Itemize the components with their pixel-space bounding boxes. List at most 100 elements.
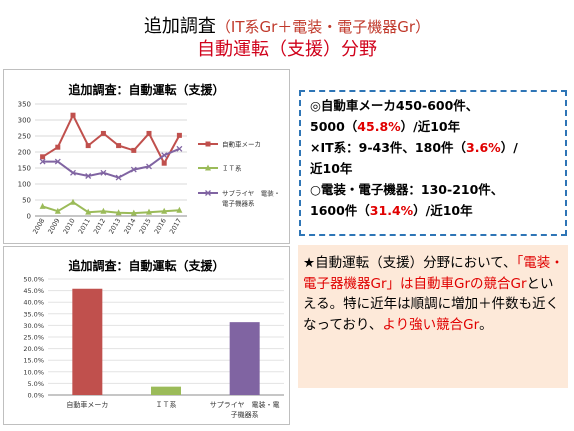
y-tick-label: 0 bbox=[27, 213, 31, 221]
legend-label: 電子機器系 bbox=[222, 199, 255, 208]
data-point bbox=[100, 169, 107, 176]
x-category-label: サプライヤ 電装・電 bbox=[210, 400, 280, 409]
data-point bbox=[115, 209, 122, 216]
series-line bbox=[42, 147, 180, 179]
legend-label: 自動車メーカ bbox=[222, 140, 261, 149]
data-point bbox=[54, 207, 61, 214]
conclusion-note: ★自動運転（支援）分野において、「電装・電子器機器Gr」は自動車Grの競合Grと… bbox=[298, 245, 568, 388]
bar bbox=[151, 386, 181, 395]
x-tick-label: 2012 bbox=[92, 217, 107, 235]
data-point bbox=[70, 169, 76, 176]
y-tick-label: 200 bbox=[18, 149, 31, 157]
y-tick-label: 10.0% bbox=[23, 368, 44, 376]
title-main: 追加調査 bbox=[143, 16, 216, 37]
summary-line-automaker-total: 5000（45.8%）/近10年 bbox=[310, 119, 461, 134]
y-tick-label: 40.0% bbox=[23, 299, 44, 307]
data-point bbox=[39, 202, 46, 209]
bar-chart: 0.0% 5.0% 10.0% 15.0% 20.0% 25.0% 30.0% 35.0% 40… bbox=[23, 276, 284, 419]
data-point bbox=[54, 158, 61, 165]
data-point bbox=[161, 152, 168, 159]
summary-line-automaker: ◎自動車メーカ450-600件、 bbox=[310, 98, 479, 113]
y-tick-label: 250 bbox=[18, 133, 31, 141]
data-point bbox=[146, 208, 152, 215]
x-category-label: ＩＴ系 bbox=[156, 400, 177, 409]
summary-box: ◎自動車メーカ450-600件、 5000（45.8%）/近10年 ×IT系：9… bbox=[299, 90, 567, 236]
summary-line-electronics: ○電装・電子機器：130-210件、 bbox=[310, 182, 504, 197]
legend-marker bbox=[205, 190, 211, 196]
data-point bbox=[70, 198, 76, 205]
x-tick-label: 2015 bbox=[138, 217, 153, 235]
x-tick-label: 2014 bbox=[122, 217, 137, 235]
x-category-label: 子機器系 bbox=[231, 410, 259, 419]
y-tick-label: 350 bbox=[18, 101, 31, 109]
y-tick-label: 15.0% bbox=[23, 357, 44, 365]
title-line-2: 自動運転（支援）分野 bbox=[197, 39, 377, 60]
line-chart-panel: 追加調査：自動運転（支援） 0 50 100 150 200 250 300 350 2008 2… bbox=[3, 69, 290, 244]
data-point bbox=[115, 174, 122, 181]
data-point bbox=[39, 158, 46, 165]
series-line bbox=[42, 112, 181, 166]
data-point bbox=[116, 143, 122, 149]
data-point bbox=[161, 160, 167, 166]
y-tick-label: 20.0% bbox=[23, 345, 44, 353]
data-point bbox=[85, 173, 92, 179]
data-point bbox=[85, 143, 91, 149]
legend-marker bbox=[205, 164, 211, 171]
conclusion-text: ★自動運転（支援）分野において、「電装・電子器機器Gr」は自動車Grの競合Grと… bbox=[303, 255, 564, 333]
y-tick-label: 300 bbox=[18, 117, 31, 125]
y-tick-label: 150 bbox=[18, 165, 31, 173]
data-point bbox=[100, 130, 106, 136]
x-tick-label: 2010 bbox=[62, 217, 77, 235]
series-line bbox=[42, 201, 180, 215]
data-point bbox=[146, 130, 152, 136]
summary-line-it-period: 近10年 bbox=[310, 161, 353, 176]
data-point bbox=[55, 144, 61, 150]
summary-line-it: ×IT系：9-43件、180件（3.6%）/ bbox=[310, 140, 518, 155]
data-point bbox=[176, 132, 182, 138]
x-tick-label: 2013 bbox=[107, 217, 122, 235]
y-tick-label: 35.0% bbox=[23, 310, 44, 318]
bar-chart-title: 追加調査：自動運転（支援） bbox=[68, 259, 225, 273]
data-point bbox=[161, 207, 168, 214]
data-point bbox=[100, 207, 107, 214]
legend-label: サプライヤ 電装・ bbox=[222, 189, 280, 198]
x-tick-label: 2017 bbox=[168, 217, 183, 235]
bar bbox=[229, 322, 260, 395]
bar-chart-panel: 追加調査：自動運転（支援） 0.0% 5.0% 10.0% 15.0% 20.0% 25.… bbox=[3, 246, 290, 425]
data-point bbox=[146, 163, 152, 170]
data-point bbox=[176, 145, 183, 152]
automaker-share: 45.8% bbox=[357, 119, 401, 134]
title-sub: （IT系Gr＋電装・電子機器Gr） bbox=[215, 18, 431, 36]
summary-line-electronics-total: 1600件（31.4%）/近10年 bbox=[310, 203, 473, 218]
electronics-share: 31.4% bbox=[369, 203, 414, 218]
legend-label: ＩＴ系 bbox=[222, 164, 242, 173]
highlight-strong-competitor: より強い競合Gr bbox=[382, 316, 480, 333]
data-point bbox=[70, 112, 76, 118]
data-point bbox=[85, 208, 92, 215]
data-point bbox=[130, 209, 137, 216]
title-line-1: 追加調査（IT系Gr＋電装・電子機器Gr） bbox=[0, 16, 574, 38]
highlight-competitor: 「電装・電子器機器Gr」は自動車Grの競合Gr bbox=[303, 255, 564, 292]
line-chart-title: 追加調査：自動運転（支援） bbox=[68, 83, 225, 97]
x-tick-label: 2016 bbox=[153, 217, 168, 235]
x-category-label: 自動車メーカ bbox=[66, 400, 108, 409]
y-tick-label: 50 bbox=[22, 197, 31, 205]
y-tick-label: 5.0% bbox=[27, 380, 44, 388]
data-point bbox=[40, 154, 46, 160]
x-tick-label: 2008 bbox=[31, 217, 46, 235]
data-point bbox=[176, 206, 183, 213]
data-point bbox=[131, 147, 137, 153]
y-tick-label: 0.0% bbox=[27, 392, 44, 400]
it-share: 3.6% bbox=[466, 140, 501, 155]
y-tick-label: 50.0% bbox=[23, 276, 44, 284]
y-tick-label: 25.0% bbox=[23, 334, 44, 342]
bar bbox=[72, 288, 103, 395]
data-point bbox=[130, 166, 137, 173]
legend-marker bbox=[205, 141, 211, 147]
y-tick-label: 45.0% bbox=[23, 287, 44, 295]
x-tick-label: 2009 bbox=[46, 217, 61, 235]
y-tick-label: 100 bbox=[18, 181, 31, 189]
y-tick-label: 30.0% bbox=[23, 322, 44, 330]
x-tick-label: 2011 bbox=[77, 217, 92, 235]
